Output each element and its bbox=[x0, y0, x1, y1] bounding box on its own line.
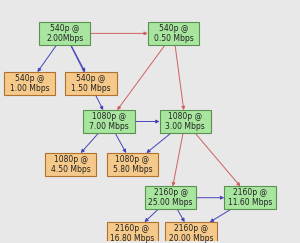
Text: 1080p @
4.50 Mbps: 1080p @ 4.50 Mbps bbox=[51, 155, 91, 174]
FancyBboxPatch shape bbox=[165, 222, 217, 243]
Text: 540p @
1.00 Mbps: 540p @ 1.00 Mbps bbox=[10, 74, 49, 93]
Text: 1080p @
5.80 Mbps: 1080p @ 5.80 Mbps bbox=[112, 155, 152, 174]
FancyBboxPatch shape bbox=[45, 153, 96, 176]
Text: 540p @
0.50 Mbps: 540p @ 0.50 Mbps bbox=[154, 24, 194, 43]
FancyBboxPatch shape bbox=[39, 22, 91, 45]
FancyBboxPatch shape bbox=[106, 222, 158, 243]
FancyBboxPatch shape bbox=[145, 186, 196, 209]
FancyBboxPatch shape bbox=[65, 72, 117, 95]
FancyBboxPatch shape bbox=[4, 72, 55, 95]
Text: 540p @
2.00Mbps: 540p @ 2.00Mbps bbox=[46, 24, 83, 43]
FancyBboxPatch shape bbox=[148, 22, 199, 45]
Text: 540p @
1.50 Mbps: 540p @ 1.50 Mbps bbox=[71, 74, 111, 93]
FancyBboxPatch shape bbox=[106, 153, 158, 176]
Text: 2160p @
16.80 Mbps: 2160p @ 16.80 Mbps bbox=[110, 224, 154, 243]
FancyBboxPatch shape bbox=[83, 110, 135, 133]
Text: 2160p @
11.60 Mbps: 2160p @ 11.60 Mbps bbox=[228, 188, 272, 208]
Text: 1080p @
3.00 Mbps: 1080p @ 3.00 Mbps bbox=[165, 112, 205, 131]
Text: 2160p @
25.00 Mbps: 2160p @ 25.00 Mbps bbox=[148, 188, 193, 208]
FancyBboxPatch shape bbox=[224, 186, 276, 209]
FancyBboxPatch shape bbox=[160, 110, 211, 133]
Text: 1080p @
7.00 Mbps: 1080p @ 7.00 Mbps bbox=[89, 112, 129, 131]
Text: 2160p @
20.00 Mbps: 2160p @ 20.00 Mbps bbox=[169, 224, 213, 243]
